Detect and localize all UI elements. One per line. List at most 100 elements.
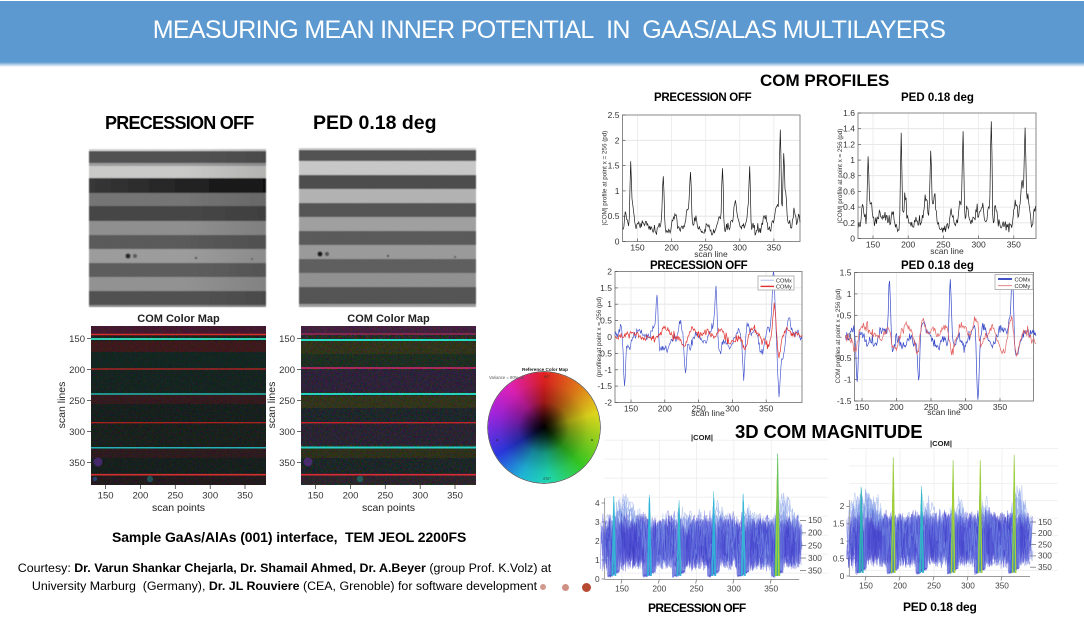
svg-text:300: 300 — [961, 581, 975, 591]
svg-text:COMx: COMx — [776, 279, 792, 285]
svg-text:scan line: scan line — [691, 408, 725, 418]
svg-text:scan lines: scan lines — [56, 382, 68, 429]
svg-text:350: 350 — [279, 458, 295, 469]
svg-text:COMy: COMy — [776, 285, 792, 291]
svg-text:150: 150 — [630, 243, 644, 253]
svg-text:200: 200 — [1038, 528, 1052, 538]
svg-text:0.8: 0.8 — [843, 171, 855, 181]
svg-text:2: 2 — [615, 135, 620, 145]
svg-text:90°: 90° — [544, 375, 550, 379]
svg-text:2: 2 — [595, 536, 600, 546]
svg-text:scan points: scan points — [362, 502, 415, 514]
svg-text:150: 150 — [808, 515, 822, 525]
svg-text:350: 350 — [69, 458, 85, 469]
svg-text:0.6: 0.6 — [843, 186, 855, 196]
svg-text:200: 200 — [343, 491, 359, 502]
svg-text:250: 250 — [692, 404, 706, 414]
svg-text:|COM| profile at point x = 256: |COM| profile at point x = 256 (pd) — [837, 129, 844, 224]
svg-text:scan lines: scan lines — [266, 382, 278, 429]
svg-text:1.6: 1.6 — [843, 108, 855, 118]
svg-text:150: 150 — [866, 240, 880, 250]
svg-text:|COM|: |COM| — [691, 433, 713, 442]
svg-text:300: 300 — [412, 491, 428, 502]
svg-text:(profiles at point x = 256 (pd: (profiles at point x = 256 (pd) — [596, 297, 603, 377]
svg-text:150: 150 — [308, 491, 324, 502]
svg-text:0: 0 — [850, 234, 855, 244]
svg-text:300: 300 — [202, 491, 218, 502]
svg-text:1: 1 — [847, 289, 852, 299]
svg-text:300: 300 — [958, 402, 972, 412]
svg-text:1: 1 — [840, 536, 845, 546]
svg-text:200: 200 — [279, 365, 295, 376]
svg-text:150: 150 — [615, 584, 629, 594]
svg-text:250: 250 — [69, 396, 85, 407]
svg-text:200: 200 — [893, 581, 907, 591]
svg-text:1.5: 1.5 — [600, 283, 612, 293]
svg-text:150: 150 — [98, 491, 114, 502]
svg-text:1.5: 1.5 — [840, 268, 852, 278]
svg-text:-2: -2 — [604, 398, 612, 408]
svg-text:1: 1 — [850, 155, 855, 165]
svg-text:0.4: 0.4 — [843, 202, 855, 212]
svg-text:270°: 270° — [543, 477, 551, 481]
svg-text:1.5: 1.5 — [608, 161, 620, 171]
svg-text:300: 300 — [727, 584, 741, 594]
svg-text:250: 250 — [808, 540, 822, 550]
svg-text:350: 350 — [237, 491, 253, 502]
svg-text:150: 150 — [859, 581, 873, 591]
svg-text:0: 0 — [615, 237, 620, 247]
svg-text:3: 3 — [595, 517, 600, 527]
svg-text:0: 0 — [595, 574, 600, 584]
svg-text:0: 0 — [607, 332, 612, 342]
svg-text:-1.5: -1.5 — [837, 396, 852, 406]
svg-text:300: 300 — [733, 243, 747, 253]
svg-text:scan line: scan line — [694, 249, 728, 259]
svg-text:-1: -1 — [604, 365, 612, 375]
svg-text:350: 350 — [993, 402, 1007, 412]
svg-text:300: 300 — [279, 427, 295, 438]
svg-text:200: 200 — [652, 584, 666, 594]
svg-text:200: 200 — [69, 365, 85, 376]
svg-text:Reference Color Map: Reference Color Map — [522, 367, 568, 372]
svg-text:300: 300 — [972, 240, 986, 250]
svg-text:250: 250 — [936, 240, 950, 250]
svg-text:0.5: 0.5 — [840, 310, 852, 320]
svg-text:300: 300 — [808, 553, 822, 563]
svg-text:COM Color Map: COM Color Map — [347, 313, 430, 325]
svg-text:200: 200 — [658, 404, 672, 414]
svg-text:1.4: 1.4 — [843, 124, 855, 134]
svg-text:200: 200 — [132, 491, 148, 502]
svg-text:150: 150 — [1038, 517, 1052, 527]
svg-text:300: 300 — [1038, 551, 1052, 561]
svg-text:250: 250 — [699, 243, 713, 253]
svg-text:-1.5: -1.5 — [597, 381, 612, 391]
svg-text:200: 200 — [901, 240, 915, 250]
svg-text:350: 350 — [764, 584, 778, 594]
svg-text:350: 350 — [759, 404, 773, 414]
svg-text:0.2: 0.2 — [843, 218, 855, 228]
svg-text:1: 1 — [615, 186, 620, 196]
svg-text:300: 300 — [69, 427, 85, 438]
svg-text:250: 250 — [167, 491, 183, 502]
svg-text:4: 4 — [595, 498, 600, 508]
svg-text:scan line: scan line — [927, 407, 961, 417]
svg-text:2.5: 2.5 — [608, 110, 620, 120]
svg-text:0.5: 0.5 — [608, 211, 620, 221]
svg-text:0: 0 — [840, 571, 845, 581]
svg-text:350: 350 — [1007, 240, 1021, 250]
svg-text:1: 1 — [607, 299, 612, 309]
svg-text:2: 2 — [840, 501, 845, 511]
svg-text:150: 150 — [279, 334, 295, 345]
svg-text:250: 250 — [924, 402, 938, 412]
svg-text:150: 150 — [69, 334, 85, 345]
svg-text:350: 350 — [767, 243, 781, 253]
svg-text:scan points: scan points — [152, 502, 205, 514]
svg-text:250: 250 — [690, 584, 704, 594]
svg-text:250: 250 — [927, 581, 941, 591]
svg-text:-0.5: -0.5 — [597, 348, 612, 358]
svg-text:200: 200 — [889, 402, 903, 412]
svg-text:150: 150 — [624, 404, 638, 414]
svg-text:0.5: 0.5 — [600, 316, 612, 326]
svg-text:2: 2 — [607, 267, 612, 277]
svg-text:scan line: scan line — [930, 246, 964, 256]
